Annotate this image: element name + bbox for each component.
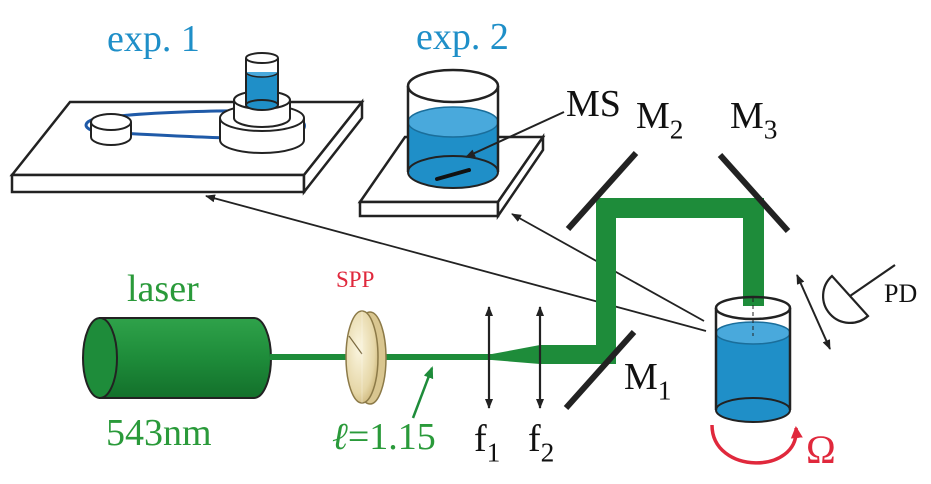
exp1-plate-side: [302, 98, 364, 196]
pd-label: PD: [884, 279, 918, 308]
spp-plate: [345, 310, 387, 405]
ell-arrow: [411, 366, 434, 419]
arrow-to-exp1: [205, 194, 707, 332]
stir-bar: [435, 168, 471, 181]
ell-label: ℓ=1.15: [332, 418, 436, 456]
exp1-apparatus: [9, 52, 365, 196]
exp2-apparatus: [357, 68, 565, 221]
f2-subscript: 2: [540, 437, 555, 468]
ms-label: MS: [566, 83, 621, 125]
mirror-m1: [563, 329, 637, 411]
mirror-m3: [717, 152, 791, 234]
m1-label: M1: [624, 356, 671, 404]
photodiode: [822, 264, 896, 324]
f2-label: f2: [528, 418, 554, 466]
laser: [82, 317, 272, 399]
m3-letter: M: [730, 95, 764, 137]
m1-letter: M: [624, 356, 658, 398]
pd-motion-arrow: [796, 274, 831, 350]
exp2-plate-front: [358, 200, 500, 218]
sample-cylinder: [714, 295, 792, 423]
spp-label: SPP: [336, 267, 375, 292]
exp2-plate-side: [496, 132, 545, 221]
m1-subscript: 1: [657, 375, 672, 406]
exp1-label: exp. 1: [107, 18, 200, 60]
f1-subscript: 1: [486, 437, 501, 468]
m2-letter: M: [636, 95, 670, 137]
laser-beam: [270, 198, 764, 364]
exp2-beaker: [406, 68, 500, 104]
laser-label: laser: [127, 268, 199, 310]
laser-front-face: [82, 317, 118, 399]
m3-label: M3: [730, 95, 777, 143]
m3-subscript: 3: [763, 114, 778, 145]
f1-label: f1: [474, 418, 500, 466]
small-pulley: [90, 113, 132, 131]
exp1-vial: [245, 52, 279, 64]
ell-value: =1.15: [347, 416, 436, 458]
rotation-arrow: [710, 424, 803, 465]
m2-subscript: 2: [669, 114, 684, 145]
exp2-label: exp. 2: [416, 16, 509, 58]
wavelength-label: 543nm: [106, 412, 212, 454]
mirror-m2: [565, 150, 639, 232]
omega-label: Ω: [806, 427, 836, 472]
exp1-plate-front: [10, 173, 306, 194]
f2-letter: f: [528, 418, 541, 460]
ell-symbol: ℓ: [332, 416, 348, 458]
m2-label: M2: [636, 95, 683, 143]
f1-letter: f: [474, 418, 487, 460]
